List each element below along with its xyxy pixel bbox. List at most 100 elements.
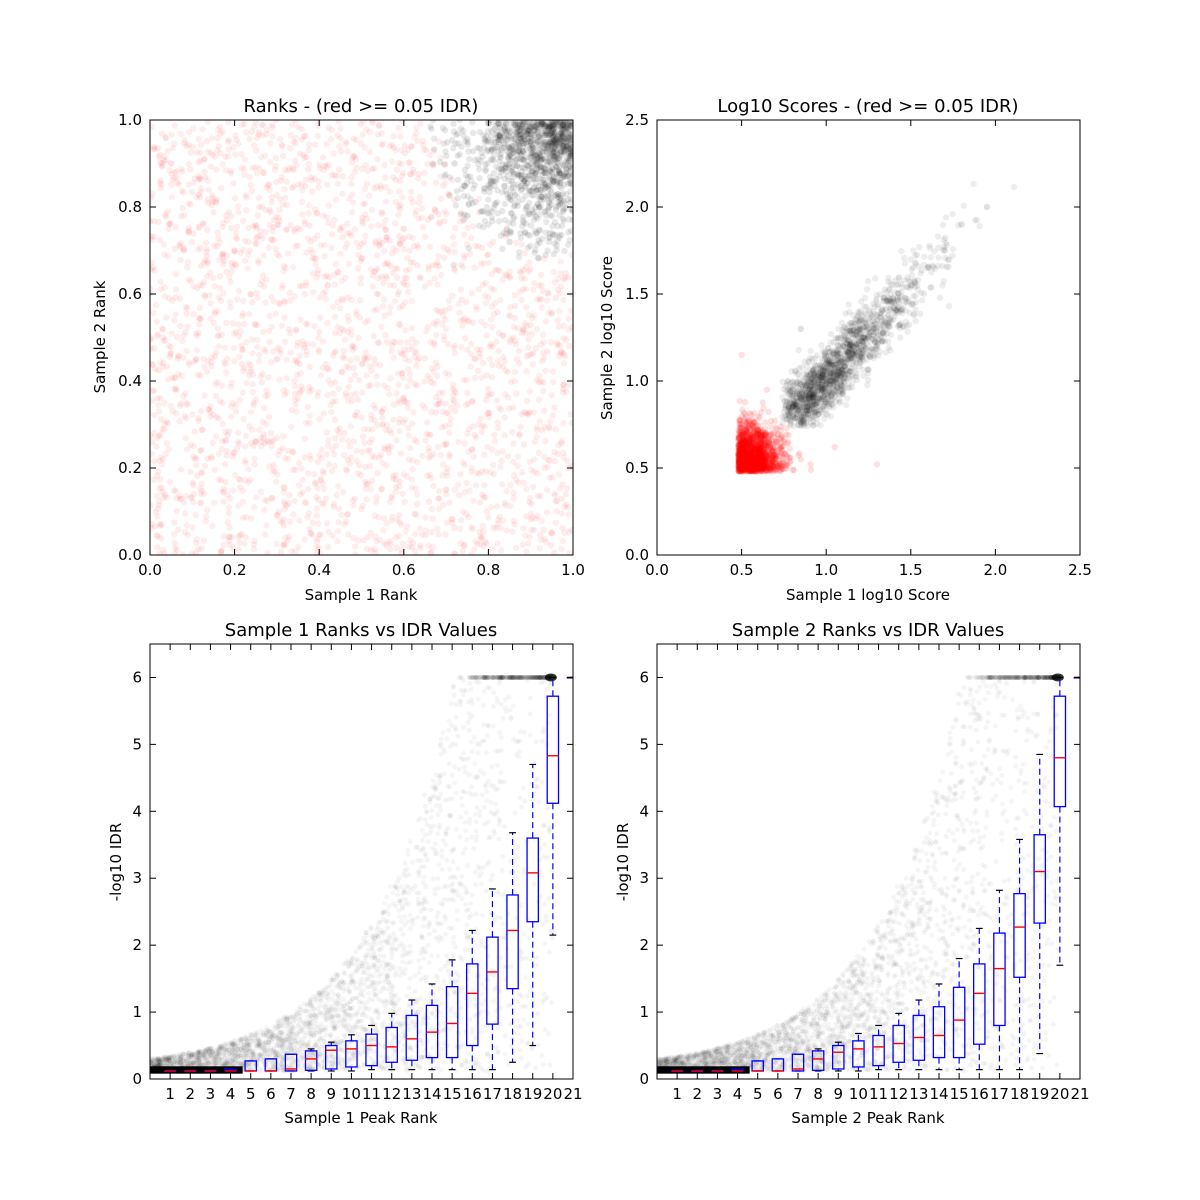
ranks-scatter-ylabel: Sample 2 Rank	[91, 280, 109, 393]
scatter-point-s1-4	[856, 325, 864, 332]
xtick-label: 8	[306, 1085, 316, 1103]
ytick-label: 0.2	[118, 459, 142, 477]
box-18	[506, 832, 519, 1063]
xtick-label: 1.0	[561, 561, 585, 579]
xtick-label: 20	[1050, 1085, 1069, 1103]
ytick-label: 0.6	[118, 285, 142, 303]
ytick-label: 2	[132, 936, 142, 954]
xtick-label: 1	[165, 1085, 175, 1103]
xtick-label: 16	[970, 1085, 989, 1103]
xtick-label: 17	[483, 1085, 502, 1103]
ytick-label: 5	[132, 735, 142, 753]
xtick-label: 0.4	[307, 561, 331, 579]
box-11	[872, 1024, 885, 1071]
axes-frame	[149, 643, 574, 1080]
scatter-point-s1-5	[506, 238, 513, 245]
xtick-label: 10	[342, 1085, 361, 1103]
xtick-label: 2.0	[983, 561, 1007, 579]
scatter-point-s1-1	[806, 377, 813, 385]
scatter-point-s1-6	[890, 299, 898, 306]
axes-frame	[656, 643, 1081, 1080]
box-9	[831, 1041, 845, 1072]
box-body	[486, 936, 499, 1025]
xtick-label: 1.0	[814, 561, 838, 579]
box-9	[324, 1041, 338, 1072]
box-7	[284, 1053, 298, 1072]
scatter-point-s1-2	[548, 169, 556, 176]
scatter-point-s1-1	[527, 138, 534, 145]
box-body	[445, 985, 459, 1059]
box-1	[670, 1070, 684, 1073]
idr-density-cloud	[657, 673, 1064, 1074]
ytick-label: 3	[132, 869, 142, 887]
ytick-label: 0	[639, 1070, 649, 1088]
box-15	[445, 959, 459, 1071]
box-body	[1033, 834, 1047, 924]
scatter-point-s0-8	[873, 461, 881, 468]
log10-scores-plot-area: 0.0 0.5 1.0 1.5 2.0 2.5 0.0 0.5 1.0 1.5 2.0 2.5	[625, 111, 1092, 579]
scatter-point-s0-4	[324, 282, 331, 289]
xtick-label: 21	[563, 1085, 582, 1103]
box-body	[526, 837, 540, 923]
scatter-point-s0-6	[442, 486, 450, 493]
scatter-density-cloud	[735, 180, 1018, 475]
ytick-label: 1	[132, 1003, 142, 1021]
box-19	[526, 763, 540, 1047]
box-body	[952, 986, 966, 1059]
xtick-label: 0.8	[476, 561, 500, 579]
box-body	[852, 1040, 865, 1068]
axes-frame	[149, 119, 574, 556]
log10-scores-ylabel: Sample 2 log10 Score	[598, 256, 616, 420]
xtick-label: 20	[543, 1085, 562, 1103]
xtick-label: 2.5	[1068, 561, 1092, 579]
ytick-label: 0.5	[625, 459, 649, 477]
idr-density-cloud	[150, 673, 557, 1074]
scatter-point-s0-1	[197, 499, 204, 506]
ytick-label: 1.0	[625, 372, 649, 390]
xtick-label: 2	[693, 1085, 703, 1103]
box-body	[993, 932, 1006, 1027]
box-16	[972, 927, 986, 1071]
scatter-point-s1-0	[561, 125, 568, 132]
scatter-point-s0-7	[506, 312, 513, 319]
scatter-point-s1-7	[464, 212, 471, 219]
scatter-point-s1-7	[907, 282, 914, 289]
sample2-idr-title: Sample 2 Ranks vs IDR Values	[732, 620, 1004, 641]
xtick-label: 0.0	[645, 561, 669, 579]
ytick-label: 3	[639, 869, 649, 887]
marks-group	[150, 120, 573, 555]
scatter-point-s0-1	[755, 447, 762, 454]
box-12	[385, 1012, 399, 1071]
box-13	[912, 999, 926, 1071]
box-20	[1053, 676, 1067, 966]
xtick-label: 12	[382, 1085, 401, 1103]
xtick-label: 4	[226, 1085, 236, 1103]
scatter-point-s1-9	[941, 247, 948, 254]
box-6	[771, 1058, 785, 1072]
log10-scores-scatter-panel: Log10 Scores - (red >= 0.05 IDR) Sample …	[598, 96, 1092, 604]
box-body	[831, 1044, 845, 1070]
scatter-point-s1-0	[789, 403, 796, 411]
box-15	[952, 957, 966, 1071]
xtick-label: 8	[813, 1085, 823, 1103]
ytick-label: 2	[639, 936, 649, 954]
box-18	[1013, 838, 1026, 1071]
scatter-point-s1-12	[797, 325, 805, 332]
sample1-idr-title: Sample 1 Ranks vs IDR Values	[225, 620, 497, 641]
xtick-label: 0.0	[138, 561, 162, 579]
ytick-label: 2.0	[625, 198, 649, 216]
scatter-point-s1-10	[958, 221, 965, 228]
xtick-label: 14	[422, 1085, 441, 1103]
ranks-scatter-plot-area: 0.0 0.2 0.4 0.6 0.8 1.0 0.0 0.2 0.4 0.6 0.8 1.0	[118, 111, 585, 579]
xtick-label: 0.2	[223, 561, 247, 579]
ytick-label: 1.5	[625, 285, 649, 303]
ytick-label: 0	[132, 1070, 142, 1088]
box-8	[304, 1048, 318, 1072]
xtick-label: 1.5	[899, 561, 923, 579]
box-12	[892, 1012, 906, 1071]
ranks-scatter-xlabel: Sample 1 Rank	[305, 586, 418, 604]
sample1-idr-xlabel: Sample 1 Peak Rank	[284, 1109, 437, 1127]
box-body	[872, 1034, 885, 1067]
box-5	[244, 1060, 258, 1072]
